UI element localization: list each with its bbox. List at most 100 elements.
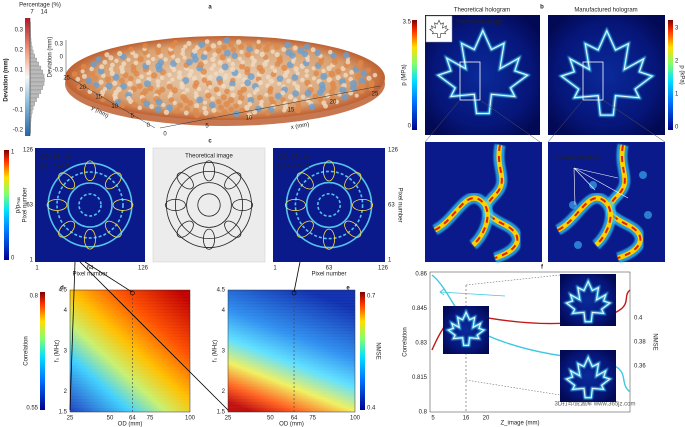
surface-texture [108, 55, 114, 61]
surface-texture [326, 65, 332, 71]
surface-texture [181, 47, 186, 52]
mandala-petal [352, 198, 374, 211]
surface-texture [182, 55, 187, 60]
tick-label: 126 [378, 266, 389, 272]
surface-texture [244, 104, 250, 111]
surface-texture [122, 72, 129, 79]
surface-texture [280, 90, 286, 96]
surface-texture [327, 49, 333, 55]
mandala-petal [224, 172, 242, 190]
mandala-petal [232, 198, 254, 211]
image-annotation: f₀=1.5 MHz [40, 164, 70, 170]
tick-label: 7 [30, 10, 34, 16]
tick-label: 3 [222, 349, 226, 355]
tick-label: -0.3 [53, 68, 64, 74]
axis-label: Pixel number [396, 187, 402, 222]
mandala-petal [322, 160, 335, 182]
surface-texture [223, 37, 231, 44]
mandala-petal [203, 228, 216, 250]
surface-texture [183, 44, 188, 49]
surface-texture [182, 77, 190, 85]
mandala-ring [67, 182, 113, 228]
surface-texture [316, 89, 324, 96]
surface-texture [237, 43, 244, 50]
surface-texture [348, 76, 354, 82]
surface-texture [207, 74, 213, 80]
mandala-ring [197, 193, 221, 217]
mandala-ring [47, 162, 133, 248]
image-title: Manufactured hologram [574, 8, 637, 14]
mandala-petal [58, 220, 76, 238]
annotation-arrow [573, 167, 596, 191]
tick-label: 0.83 [415, 341, 427, 347]
surface-texture [184, 87, 190, 93]
surface-texture [108, 67, 114, 72]
surface-texture [263, 45, 270, 53]
surface-texture [341, 94, 349, 101]
histogram-bar [29, 69, 43, 74]
surface-texture [177, 102, 184, 109]
colorbar [4, 150, 9, 260]
surface-texture [180, 51, 186, 56]
surface-texture [230, 66, 236, 72]
surface-texture [139, 74, 144, 80]
surface-texture [168, 97, 175, 103]
surface-texture [247, 73, 255, 81]
surface-texture [143, 100, 151, 107]
surface-texture [76, 84, 84, 91]
surface-texture [292, 81, 297, 86]
connector-arrow [79, 261, 229, 411]
surface-texture [174, 107, 181, 114]
surface-texture [304, 68, 310, 74]
panel-label: a [208, 5, 212, 11]
zoom-hot [434, 197, 489, 246]
surface-texture [265, 74, 271, 80]
histogram-bar [29, 65, 42, 70]
tick-label: 14 [41, 10, 48, 16]
surface-texture [99, 64, 105, 70]
surface-texture [159, 86, 166, 93]
tick-label: 50 [267, 416, 274, 422]
surface-texture [217, 59, 223, 66]
heatmap [70, 290, 190, 412]
watermark: 3D打印资源库 www.365jz.com [554, 400, 635, 408]
surface-texture [188, 68, 194, 75]
zoom-line [602, 99, 666, 143]
surface-texture [365, 67, 372, 74]
surface-texture [172, 39, 179, 46]
surface-texture [136, 83, 143, 90]
mandala-petal [224, 220, 242, 238]
surface-texture [264, 109, 271, 116]
surface-texture [157, 59, 165, 67]
surface-texture [300, 94, 306, 100]
tick-label: 3.5 [403, 20, 412, 26]
colorbar [668, 20, 673, 130]
cyan-arrow [439, 288, 506, 297]
unwanted-lobe [644, 211, 652, 219]
surface-texture [156, 43, 162, 48]
histogram-bar [29, 85, 43, 90]
surface-texture [218, 68, 224, 74]
surface-texture [226, 58, 232, 63]
tick-label: 3 [675, 26, 679, 32]
surface-texture [137, 105, 143, 111]
surface-texture [216, 98, 222, 105]
surface-texture [205, 92, 212, 99]
surface-texture [230, 92, 236, 98]
panel-label: e [346, 286, 350, 292]
surface-texture [272, 68, 278, 74]
tick-label: 25 [63, 76, 70, 82]
surface-texture [350, 84, 357, 92]
surface-texture [311, 66, 316, 71]
surface-texture [147, 85, 154, 92]
surface-texture [128, 75, 134, 82]
surface-texture [213, 71, 219, 76]
surface-texture [297, 47, 305, 55]
axis-label: Correlation [403, 327, 409, 356]
surface-texture [89, 70, 96, 77]
tick-label: 75 [147, 416, 154, 422]
surface-texture [277, 81, 282, 86]
surface-texture [187, 100, 194, 107]
annotation-arrow [573, 167, 629, 199]
